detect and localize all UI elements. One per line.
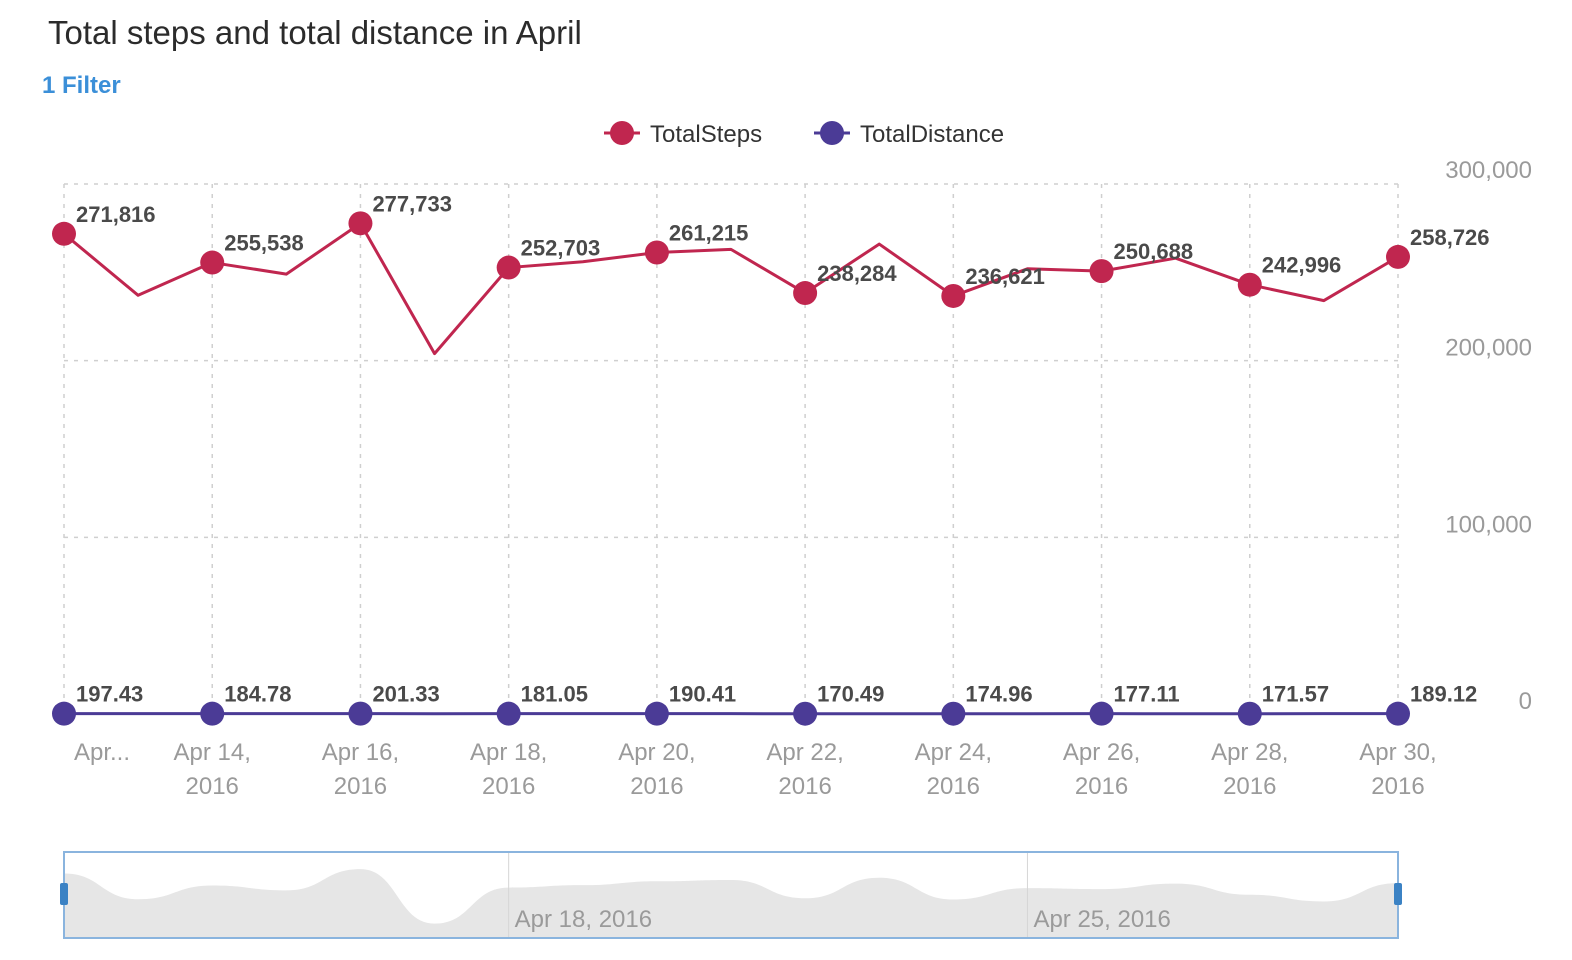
x-tick-label: Apr 16, xyxy=(322,739,399,766)
data-label: 236,621 xyxy=(965,264,1045,289)
data-label: 190.41 xyxy=(669,682,736,707)
x-tick-label: 2016 xyxy=(334,773,387,800)
data-label: 171.57 xyxy=(1262,682,1329,707)
x-tick-label: Apr 28, xyxy=(1211,739,1288,766)
y-tick-label: 100,000 xyxy=(1445,511,1532,538)
x-tick-label: Apr 20, xyxy=(618,739,695,766)
data-label: 255,538 xyxy=(224,231,304,256)
data-label: 261,215 xyxy=(669,221,749,246)
data-point xyxy=(348,211,373,236)
navigator-handle-right[interactable] xyxy=(1394,883,1402,905)
data-label: 258,726 xyxy=(1410,225,1490,250)
data-label: 252,703 xyxy=(521,236,601,261)
legend-marker xyxy=(820,121,844,145)
x-tick-label: 2016 xyxy=(1223,773,1276,800)
x-tick-label: Apr 30, xyxy=(1359,739,1436,766)
data-point xyxy=(52,221,76,246)
data-point xyxy=(1237,701,1262,726)
x-tick-label: 2016 xyxy=(630,773,683,800)
data-label: 250,688 xyxy=(1114,239,1194,264)
x-tick-label: Apr 22, xyxy=(766,739,843,766)
data-point xyxy=(1386,244,1410,269)
x-tick-label: Apr 14, xyxy=(174,739,251,766)
series-totaldistance: 197.43 184.78 201.33 181.05 190.41 170.49 174.… xyxy=(52,682,1477,726)
y-tick-label: 300,000 xyxy=(1445,157,1532,184)
x-tick-label: 2016 xyxy=(1371,773,1424,800)
chart-title: Total steps and total distance in April xyxy=(48,14,582,51)
data-point xyxy=(941,283,966,308)
x-tick-label: Apr 26, xyxy=(1063,739,1140,766)
data-point xyxy=(200,701,225,726)
data-point xyxy=(348,701,373,726)
data-point xyxy=(1386,701,1410,726)
data-point xyxy=(496,255,521,280)
x-tick-label: 2016 xyxy=(1075,773,1128,800)
x-tick-label: 2016 xyxy=(927,773,980,800)
data-point xyxy=(644,240,669,265)
data-label: 174.96 xyxy=(965,682,1032,707)
data-point xyxy=(200,250,225,275)
data-label: 170.49 xyxy=(817,682,884,707)
data-point xyxy=(52,701,76,726)
x-tick-label: Apr... xyxy=(74,739,130,766)
data-point xyxy=(1237,272,1262,297)
data-point xyxy=(1089,259,1114,284)
data-label: 184.78 xyxy=(224,682,291,707)
range-navigator: Apr 18, 2016 Apr 25, 2016 xyxy=(60,851,1402,939)
data-label: 242,996 xyxy=(1262,253,1342,278)
y-tick-label: 0 xyxy=(1519,688,1532,715)
data-point xyxy=(941,701,966,726)
data-point xyxy=(793,281,818,306)
legend-marker xyxy=(610,121,634,145)
series-line xyxy=(63,221,1399,356)
legend: TotalSteps TotalDistance xyxy=(604,121,1004,148)
y-tick-label: 200,000 xyxy=(1445,335,1532,362)
x-tick-label: Apr 18, xyxy=(470,739,547,766)
data-point xyxy=(793,701,818,726)
data-label: 177.11 xyxy=(1114,682,1180,707)
legend-label: TotalSteps xyxy=(650,121,762,148)
legend-item: TotalSteps xyxy=(604,121,762,148)
y-axis: 0 100,000 200,000 300,000 xyxy=(1445,157,1532,715)
grid-lines xyxy=(63,183,1399,714)
x-axis: Apr... Apr 14, 2016 Apr 16, 2016 Apr 18, 2016 A… xyxy=(74,739,1437,800)
series-totalsteps: 271,816 255,538 277,733 252,703 261,215 238,2… xyxy=(52,191,1490,356)
x-tick-label: 2016 xyxy=(186,773,239,800)
x-tick-label: Apr 24, xyxy=(915,739,992,766)
data-label: 201.33 xyxy=(372,682,439,707)
data-label: 181.05 xyxy=(521,682,588,707)
legend-label: TotalDistance xyxy=(860,121,1004,148)
data-point xyxy=(496,701,521,726)
navigator-label: Apr 25, 2016 xyxy=(1033,906,1170,933)
data-label: 238,284 xyxy=(817,261,897,286)
data-label: 271,816 xyxy=(76,202,156,227)
x-tick-label: 2016 xyxy=(778,773,831,800)
data-point xyxy=(1089,701,1114,726)
navigator-area xyxy=(64,869,1398,938)
data-label: 189.12 xyxy=(1410,682,1477,707)
navigator-label: Apr 18, 2016 xyxy=(515,906,652,933)
data-label: 197.43 xyxy=(76,682,143,707)
navigator-handle-left[interactable] xyxy=(60,883,68,905)
data-point xyxy=(644,701,669,726)
legend-item: TotalDistance xyxy=(814,121,1004,148)
x-tick-label: 2016 xyxy=(482,773,535,800)
filter-link[interactable]: 1 Filter xyxy=(42,72,121,99)
data-label: 277,733 xyxy=(372,191,452,216)
